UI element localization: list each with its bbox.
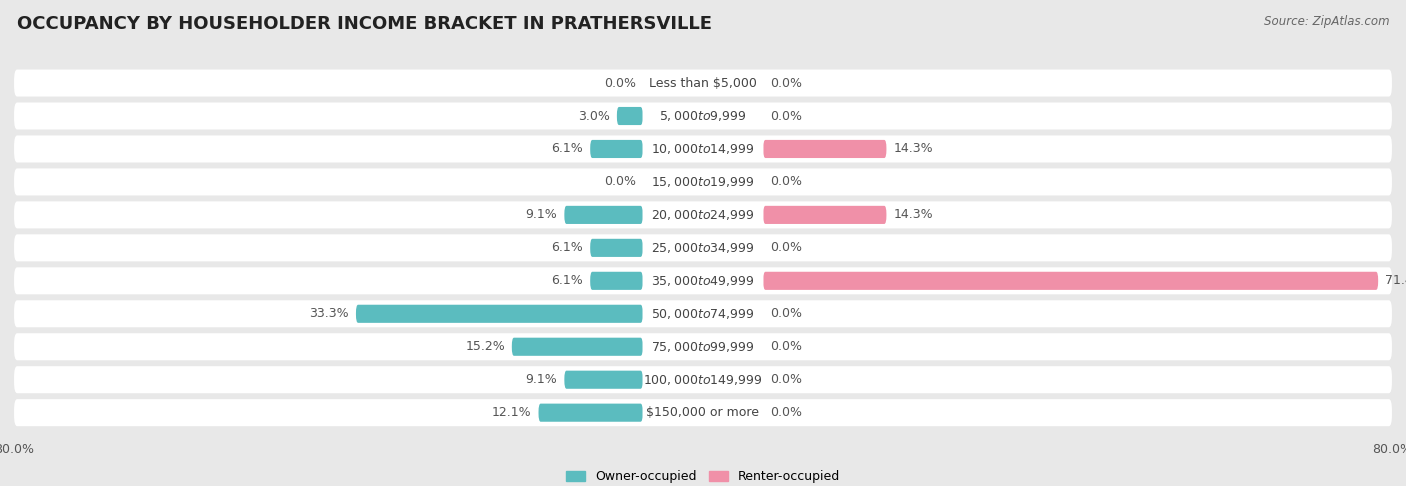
FancyBboxPatch shape: [14, 267, 1392, 295]
FancyBboxPatch shape: [763, 272, 1378, 290]
Text: 14.3%: 14.3%: [893, 208, 934, 222]
FancyBboxPatch shape: [14, 300, 1392, 327]
FancyBboxPatch shape: [14, 103, 1392, 130]
Text: $50,000 to $74,999: $50,000 to $74,999: [651, 307, 755, 321]
FancyBboxPatch shape: [14, 234, 1392, 261]
FancyBboxPatch shape: [643, 238, 763, 258]
Text: $5,000 to $9,999: $5,000 to $9,999: [659, 109, 747, 123]
FancyBboxPatch shape: [643, 337, 763, 357]
FancyBboxPatch shape: [643, 205, 763, 225]
FancyBboxPatch shape: [538, 403, 643, 422]
FancyBboxPatch shape: [617, 107, 643, 125]
Text: 6.1%: 6.1%: [551, 274, 583, 287]
Text: 71.4%: 71.4%: [1385, 274, 1406, 287]
FancyBboxPatch shape: [643, 402, 763, 423]
FancyBboxPatch shape: [763, 140, 886, 158]
Legend: Owner-occupied, Renter-occupied: Owner-occupied, Renter-occupied: [561, 465, 845, 486]
Text: 0.0%: 0.0%: [770, 340, 803, 353]
Text: Less than $5,000: Less than $5,000: [650, 76, 756, 89]
FancyBboxPatch shape: [14, 201, 1392, 228]
FancyBboxPatch shape: [512, 338, 643, 356]
FancyBboxPatch shape: [763, 206, 886, 224]
Text: $10,000 to $14,999: $10,000 to $14,999: [651, 142, 755, 156]
Text: 0.0%: 0.0%: [770, 76, 803, 89]
Text: 3.0%: 3.0%: [578, 109, 610, 122]
FancyBboxPatch shape: [14, 169, 1392, 195]
FancyBboxPatch shape: [14, 69, 1392, 97]
Text: $20,000 to $24,999: $20,000 to $24,999: [651, 208, 755, 222]
Text: 0.0%: 0.0%: [603, 76, 636, 89]
FancyBboxPatch shape: [643, 73, 763, 93]
Text: $15,000 to $19,999: $15,000 to $19,999: [651, 175, 755, 189]
Text: $100,000 to $149,999: $100,000 to $149,999: [644, 373, 762, 387]
FancyBboxPatch shape: [356, 305, 643, 323]
FancyBboxPatch shape: [564, 206, 643, 224]
Text: 0.0%: 0.0%: [770, 242, 803, 254]
FancyBboxPatch shape: [643, 172, 763, 192]
Text: $35,000 to $49,999: $35,000 to $49,999: [651, 274, 755, 288]
Text: 9.1%: 9.1%: [526, 208, 557, 222]
Text: $150,000 or more: $150,000 or more: [647, 406, 759, 419]
Text: 0.0%: 0.0%: [770, 109, 803, 122]
FancyBboxPatch shape: [643, 106, 763, 126]
FancyBboxPatch shape: [591, 239, 643, 257]
FancyBboxPatch shape: [643, 370, 763, 390]
FancyBboxPatch shape: [14, 333, 1392, 360]
FancyBboxPatch shape: [14, 366, 1392, 393]
FancyBboxPatch shape: [643, 139, 763, 159]
Text: 0.0%: 0.0%: [770, 406, 803, 419]
Text: 0.0%: 0.0%: [770, 373, 803, 386]
FancyBboxPatch shape: [591, 272, 643, 290]
FancyBboxPatch shape: [14, 399, 1392, 426]
Text: 9.1%: 9.1%: [526, 373, 557, 386]
Text: 0.0%: 0.0%: [770, 175, 803, 189]
Text: 14.3%: 14.3%: [893, 142, 934, 156]
FancyBboxPatch shape: [14, 136, 1392, 162]
FancyBboxPatch shape: [591, 140, 643, 158]
Text: OCCUPANCY BY HOUSEHOLDER INCOME BRACKET IN PRATHERSVILLE: OCCUPANCY BY HOUSEHOLDER INCOME BRACKET …: [17, 15, 711, 33]
Text: $75,000 to $99,999: $75,000 to $99,999: [651, 340, 755, 354]
Text: 6.1%: 6.1%: [551, 142, 583, 156]
Text: 0.0%: 0.0%: [603, 175, 636, 189]
Text: 0.0%: 0.0%: [770, 307, 803, 320]
FancyBboxPatch shape: [643, 271, 763, 291]
Text: 15.2%: 15.2%: [465, 340, 505, 353]
Text: Source: ZipAtlas.com: Source: ZipAtlas.com: [1264, 15, 1389, 28]
FancyBboxPatch shape: [564, 371, 643, 389]
Text: 12.1%: 12.1%: [492, 406, 531, 419]
Text: 33.3%: 33.3%: [309, 307, 349, 320]
Text: $25,000 to $34,999: $25,000 to $34,999: [651, 241, 755, 255]
FancyBboxPatch shape: [643, 304, 763, 324]
Text: 6.1%: 6.1%: [551, 242, 583, 254]
